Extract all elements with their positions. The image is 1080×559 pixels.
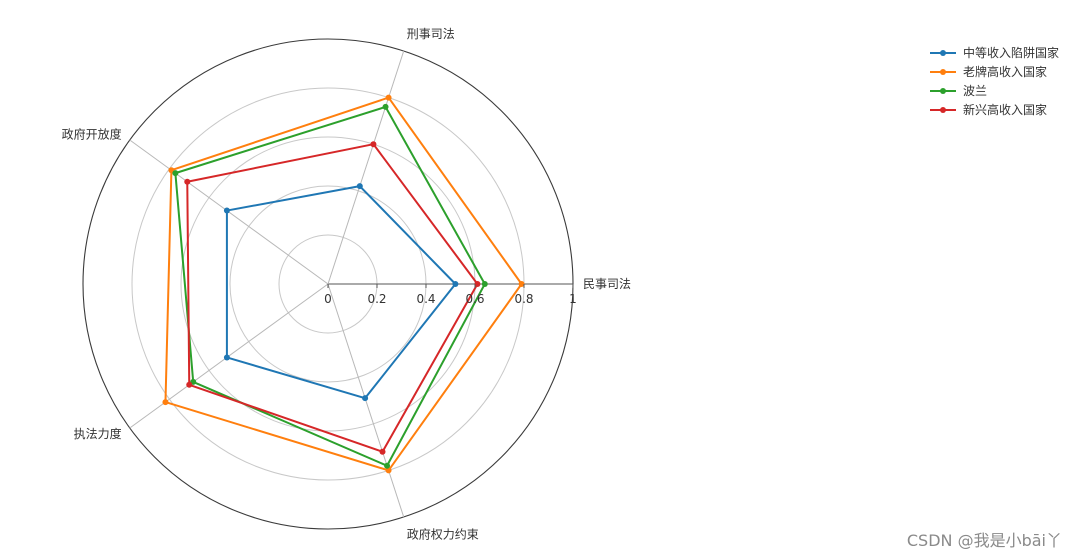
data-point [385, 94, 392, 101]
data-point [370, 141, 377, 148]
tick-label: 0.8 [514, 292, 533, 306]
legend-item: 中等收入陷阱国家 [930, 45, 1059, 60]
legend-label: 波兰 [963, 84, 987, 98]
data-point [356, 183, 363, 190]
data-point [474, 281, 481, 287]
tick-label: 0 [324, 292, 332, 306]
tick-label: 1 [569, 292, 577, 306]
radar-series [162, 94, 525, 474]
data-point [223, 207, 230, 214]
series-group [172, 103, 488, 469]
legend-label: 新兴高收入国家 [963, 102, 1047, 117]
legend-swatch-marker [940, 69, 946, 75]
series-line [186, 143, 479, 453]
data-point [186, 381, 193, 388]
data-point [162, 399, 169, 406]
axis-label: 刑事司法 [407, 27, 455, 41]
legend-item: 波兰 [930, 84, 987, 98]
axis-label: 民事司法 [583, 277, 631, 291]
data-point [481, 281, 488, 287]
data-point [184, 178, 191, 185]
tick-label: 0.6 [465, 292, 484, 306]
legend-label: 老牌高收入国家 [963, 64, 1047, 79]
data-point [384, 462, 391, 469]
data-point [362, 395, 369, 402]
axis-label: 执法力度 [74, 426, 122, 441]
legend-swatch-marker [940, 107, 946, 113]
series-group [184, 141, 481, 455]
data-point [518, 281, 525, 287]
data-point [379, 448, 386, 455]
watermark: CSDN @我是小bāi丫 [906, 531, 1062, 550]
data-point [382, 103, 389, 110]
legend-label: 中等收入陷阱国家 [963, 45, 1059, 60]
series-line [225, 185, 457, 400]
series-group [223, 183, 459, 402]
radar-spokes [129, 50, 573, 518]
axis-label: 政府权力约束 [407, 527, 479, 542]
legend-item: 老牌高收入国家 [930, 64, 1047, 79]
legend-item: 新兴高收入国家 [930, 102, 1047, 117]
tick-label: 0.4 [416, 292, 435, 306]
series-line [174, 105, 486, 467]
data-point [172, 170, 179, 177]
data-point [452, 281, 459, 287]
radial-ticks: 0 0.2 0.4 0.6 0.8 1 [324, 284, 577, 306]
axis-spoke [327, 50, 405, 285]
tick-label: 0.2 [367, 292, 386, 306]
series-group [162, 94, 525, 474]
data-point [223, 354, 230, 361]
legend-swatch-marker [940, 88, 946, 94]
legend-swatch-marker [940, 50, 946, 56]
series-line [164, 96, 523, 472]
data-point [385, 467, 392, 474]
axis-label: 政府开放度 [62, 126, 122, 141]
